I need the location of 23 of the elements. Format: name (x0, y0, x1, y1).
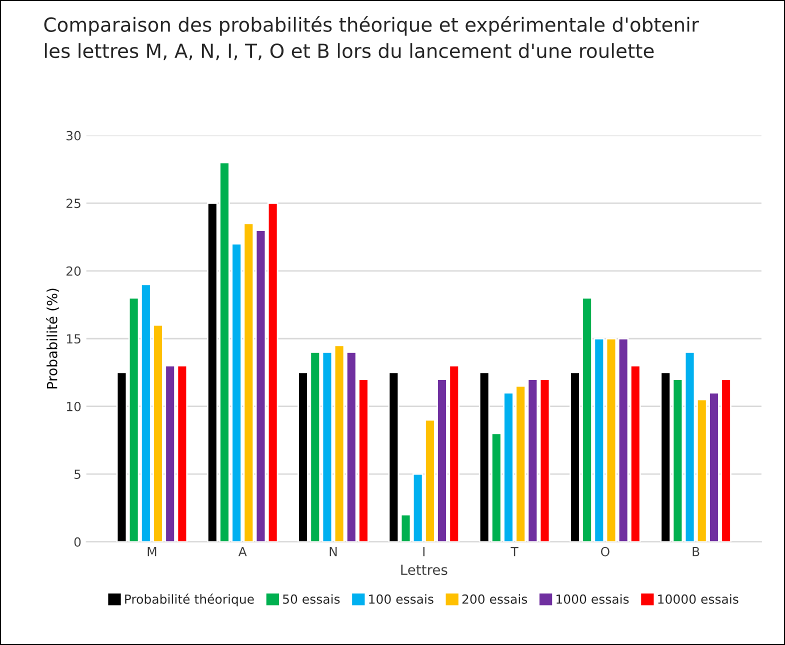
legend-label: 10000 essais (658, 594, 738, 604)
y-tick-label: 0 (74, 537, 81, 547)
legend-label: 1000 essais (556, 594, 629, 604)
x-tick-label: A (238, 547, 247, 556)
x-tick-label: N (330, 547, 337, 556)
chart-title: Comparaison des probabilités théorique et expérimentale d'obtenir les lettres M, A, N, I, T, O et B lors du lancement d'une roulette (44, 16, 699, 60)
legend-label: Probabilité théorique (125, 594, 254, 606)
y-tick-label: 20 (66, 266, 81, 276)
x-tick-label: M (148, 547, 156, 556)
legend-label: 200 essais (462, 594, 528, 604)
y-axis-title: Probabilité (%) (46, 288, 59, 388)
x-axis-title: Lettres (401, 564, 448, 576)
x-tick-label: T (510, 547, 518, 556)
y-tick-label: 25 (66, 198, 80, 208)
x-tick-label: O (600, 546, 610, 556)
y-tick-label: 15 (66, 334, 80, 344)
y-tick-label: 10 (66, 402, 81, 412)
y-tick-label: 5 (74, 470, 80, 479)
x-tick-label: I (423, 547, 425, 556)
x-tick-label: B (692, 547, 700, 556)
y-tick-label: 30 (66, 130, 81, 140)
legend-label: 100 essais (369, 594, 434, 604)
legend-label: 50 essais (283, 594, 340, 604)
